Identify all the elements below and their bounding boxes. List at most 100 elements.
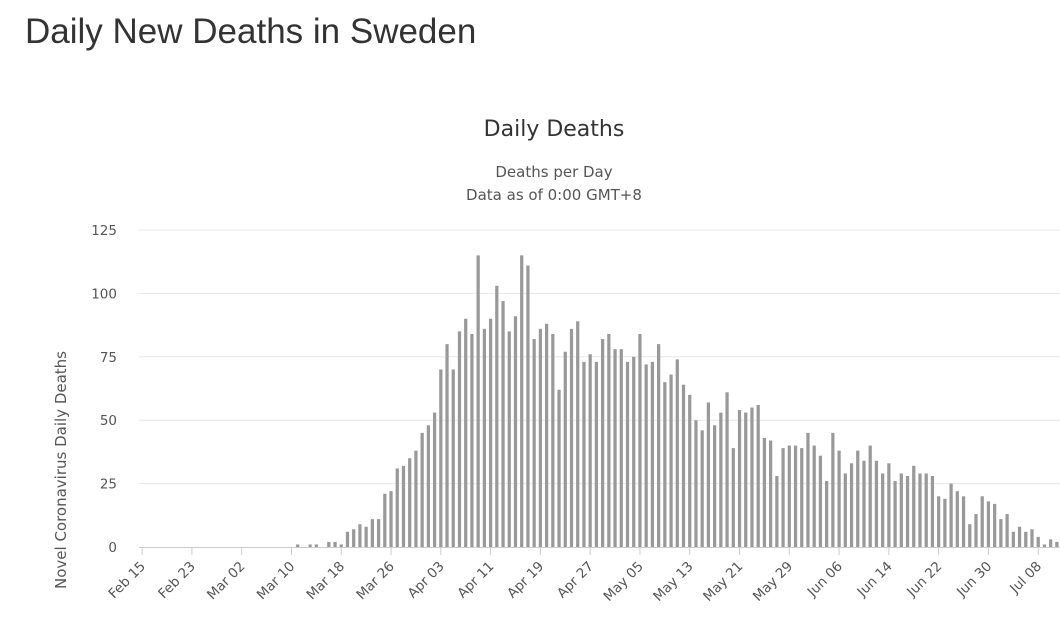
bar xyxy=(806,432,810,547)
bar xyxy=(495,285,499,547)
x-tick-label: Jun 14 xyxy=(854,559,896,601)
bar xyxy=(507,331,511,547)
bar xyxy=(389,491,393,547)
bar xyxy=(887,463,891,547)
bar xyxy=(688,394,692,547)
bar xyxy=(918,473,922,547)
bar xyxy=(1036,536,1040,547)
bar xyxy=(408,458,412,547)
x-tick-label: Apr 27 xyxy=(554,559,597,602)
x-tick-label: Jun 22 xyxy=(903,559,945,601)
x-tick-label: Feb 15 xyxy=(106,559,149,602)
bar-series xyxy=(296,255,1059,548)
x-tick-label: Jul 08 xyxy=(1006,559,1045,598)
bar xyxy=(513,316,518,547)
bar xyxy=(775,475,779,547)
bar xyxy=(345,531,350,547)
bar xyxy=(874,460,879,547)
bar xyxy=(464,318,468,547)
bar xyxy=(756,404,760,547)
bar xyxy=(1024,531,1028,547)
x-tick-label: Apr 19 xyxy=(504,559,547,602)
bar xyxy=(352,529,356,547)
bar xyxy=(520,255,524,548)
bar xyxy=(482,328,486,547)
bar xyxy=(905,475,910,547)
bar xyxy=(563,351,567,547)
x-tick-label: Apr 11 xyxy=(454,559,497,602)
bar xyxy=(476,255,480,548)
bar xyxy=(993,503,997,547)
bar xyxy=(613,349,617,547)
bar xyxy=(762,437,767,547)
x-tick-label: Mar 26 xyxy=(353,559,398,604)
bar xyxy=(576,321,580,547)
x-tick-label: Jun 06 xyxy=(804,559,846,601)
bar xyxy=(706,402,711,547)
bar xyxy=(893,481,897,547)
bar xyxy=(600,339,605,547)
bar xyxy=(719,412,723,547)
x-tick-label: May 21 xyxy=(700,559,746,605)
bar xyxy=(451,369,455,547)
x-axis-ticks: Feb 15 Feb 23 Mar 02 Mar 10 Mar 18 Mar 26 Apr … xyxy=(106,547,1045,605)
bar xyxy=(737,410,742,547)
x-tick-label: Apr 03 xyxy=(405,559,448,602)
bar xyxy=(538,328,542,547)
bar xyxy=(327,541,331,547)
bar xyxy=(333,541,337,547)
bar xyxy=(632,356,636,547)
bar xyxy=(781,448,785,547)
bar xyxy=(557,389,561,547)
bar xyxy=(980,496,984,547)
bar xyxy=(1049,539,1053,547)
y-tick-label: 0 xyxy=(108,540,117,556)
x-tick-label: May 13 xyxy=(650,559,696,605)
bar xyxy=(681,384,686,547)
x-tick-label: May 05 xyxy=(601,559,647,605)
bar xyxy=(401,465,406,547)
bar xyxy=(825,481,829,547)
x-tick-label: Mar 02 xyxy=(204,559,249,604)
y-tick-label: 75 xyxy=(100,350,117,366)
bar xyxy=(308,544,312,547)
bar xyxy=(949,483,953,547)
bar xyxy=(339,544,343,547)
y-tick-label: 25 xyxy=(100,477,117,493)
bar xyxy=(744,412,748,547)
bar xyxy=(383,493,387,547)
bar xyxy=(675,359,679,547)
bar xyxy=(569,328,574,547)
bar xyxy=(1005,514,1009,547)
bar xyxy=(432,412,437,547)
bar xyxy=(376,519,381,547)
bar xyxy=(843,473,847,547)
bar xyxy=(420,432,424,547)
bar xyxy=(551,333,555,547)
bar xyxy=(588,354,592,547)
bar xyxy=(625,361,630,547)
bar xyxy=(818,455,823,547)
y-axis-ticks: 0 25 50 75 100 125 xyxy=(91,223,117,556)
bar xyxy=(793,445,798,547)
bar xyxy=(694,420,698,547)
bar xyxy=(787,445,791,547)
bar xyxy=(937,496,941,547)
chart-svg: Daily Deaths Deaths per Day Data as of 0… xyxy=(52,117,1060,605)
page-title: Daily New Deaths in Sweden xyxy=(25,12,477,51)
bar xyxy=(370,519,374,547)
bar xyxy=(769,440,773,547)
chart-subtitle-line-1: Deaths per Day xyxy=(495,163,612,181)
bar xyxy=(358,524,362,547)
bar xyxy=(986,501,991,547)
bar xyxy=(999,519,1003,547)
bar xyxy=(1011,531,1015,547)
y-axis-label: Novel Coronavirus Daily Deaths xyxy=(52,351,70,589)
bar xyxy=(700,430,704,547)
chart-subtitle-line-2: Data as of 0:00 GMT+8 xyxy=(466,186,642,204)
bar xyxy=(650,361,655,547)
bar xyxy=(943,498,947,547)
bar xyxy=(488,318,493,547)
bar xyxy=(725,392,729,547)
bar xyxy=(619,349,623,547)
